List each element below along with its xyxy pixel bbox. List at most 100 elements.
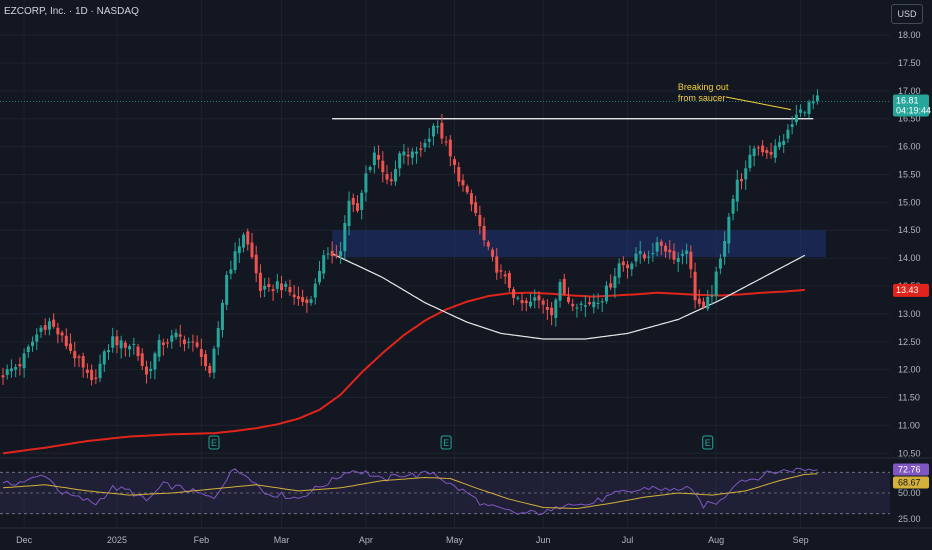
rsi-pane [0,458,932,515]
candle [27,345,30,358]
price-tick-label: 18.00 [898,30,921,40]
candle-body [141,353,144,366]
candle [816,89,819,104]
time-tick-label: Apr [359,535,373,545]
price-tick-label: 14.00 [898,253,921,263]
candle [35,328,38,350]
candle-body [567,297,570,302]
candle [191,335,194,352]
candle-body [710,295,713,296]
candle-body [740,179,743,181]
candle [267,278,270,292]
candle [386,165,389,184]
candle-body [588,302,591,304]
earnings-marker-label: E [443,438,449,448]
candle-body [225,275,228,305]
candle-body [284,284,287,287]
candle [698,289,701,307]
candle-body [630,264,633,270]
candle [318,261,321,285]
candle-body [440,123,443,139]
candle [630,261,633,276]
candle [748,145,751,171]
candle [516,296,519,301]
candle-body [2,375,5,377]
candle-body [166,342,169,343]
last-price-tag: 16.8104:19:44 [893,94,931,116]
candle-body [474,202,477,213]
candle-body [390,179,393,181]
candle [736,170,739,212]
earnings-marker: E [441,436,451,449]
price-tick-label: 17.50 [898,58,921,68]
candle-body [765,150,768,153]
candle-body [559,282,562,301]
candle-body [453,159,456,165]
candle [115,330,118,353]
time-tick-label: Aug [708,535,724,545]
candle [580,301,583,311]
candle-body [647,257,650,258]
candle-body [229,269,232,273]
candle [765,147,768,159]
candle [326,247,329,259]
candle-body [56,328,59,335]
sma-line [3,290,805,453]
candle-body [533,297,536,300]
candle-body [14,367,17,370]
candle [424,139,427,152]
candle-body [753,148,756,156]
candle-body [504,274,507,276]
time-tick-label: Dec [16,535,33,545]
price-tick-label: 11.50 [898,393,920,403]
candle [394,161,397,186]
annotation-line1: Breaking out [678,82,729,92]
candle [175,329,178,340]
candle [799,104,802,117]
candle-body [272,289,275,291]
candle-body [77,356,80,357]
candle-body [516,298,519,299]
candle-body [65,336,68,346]
candle [744,160,747,189]
candle [23,349,26,378]
earnings-marker: E [703,436,713,449]
candle [803,111,806,117]
candle [48,318,51,336]
candle [149,361,152,379]
price-tick-label: 16.00 [898,142,921,152]
candle-body [48,321,51,329]
candle [6,364,9,379]
candle [56,323,59,343]
candle-body [73,351,76,358]
price-tick-label: 10.50 [898,448,921,458]
candle [415,147,418,164]
candle-body [542,300,545,304]
candle-body [478,215,481,226]
candle [449,135,452,166]
candle-body [706,297,709,309]
candle [52,313,55,328]
candle-body [293,295,296,298]
candle-body [584,305,587,307]
candle [453,156,456,173]
candle-body [546,307,549,310]
candle-body [301,297,304,302]
candle-body [609,283,612,287]
candle-body [529,302,532,307]
candle [398,151,401,176]
candle [377,145,380,168]
candle-body [267,284,270,287]
candle [504,271,507,284]
candle-body [635,254,638,262]
candle-body [415,152,418,154]
candle [221,299,224,337]
candle [554,298,557,327]
candle-body [377,155,380,160]
candle-body [689,252,692,269]
candle [508,271,511,292]
candle [461,174,464,191]
candle [213,346,216,379]
candle-body [668,250,671,253]
